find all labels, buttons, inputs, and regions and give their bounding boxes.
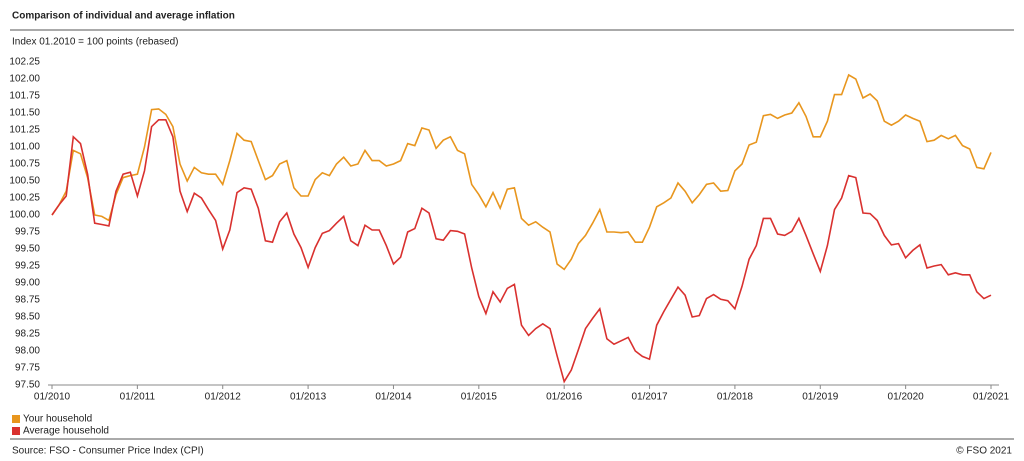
y-tick-label: 101.75 bbox=[9, 91, 40, 102]
y-tick-label: 101.50 bbox=[9, 108, 40, 119]
y-tick-label: 99.50 bbox=[15, 244, 40, 255]
x-tick-label: 01/2021 bbox=[973, 392, 1010, 403]
y-tick-label: 102.25 bbox=[9, 57, 40, 68]
y-tick-label: 98.00 bbox=[15, 346, 40, 357]
x-tick-label: 01/2013 bbox=[290, 392, 327, 403]
y-tick-label: 97.50 bbox=[15, 380, 40, 391]
x-tick-label: 01/2010 bbox=[34, 392, 71, 403]
y-tick-label: 100.25 bbox=[9, 193, 40, 204]
x-tick-label: 01/2019 bbox=[802, 392, 839, 403]
y-tick-label: 99.00 bbox=[15, 278, 40, 289]
y-tick-label: 99.25 bbox=[15, 261, 40, 272]
y-tick-label: 101.00 bbox=[9, 142, 40, 153]
y-tick-label: 98.75 bbox=[15, 295, 40, 306]
x-tick-label: 01/2015 bbox=[461, 392, 498, 403]
x-tick-label: 01/2011 bbox=[120, 392, 156, 403]
x-tick-label: 01/2017 bbox=[631, 392, 668, 403]
y-tick-label: 98.50 bbox=[15, 312, 40, 323]
x-tick-label: 01/2020 bbox=[888, 392, 925, 403]
subtitle: Index 01.2010 = 100 points (rebased) bbox=[12, 37, 179, 48]
y-tick-label: 98.25 bbox=[15, 329, 40, 340]
legend-label: Your household bbox=[23, 414, 92, 425]
x-tick-label: 01/2018 bbox=[717, 392, 754, 403]
legend-swatch bbox=[12, 427, 20, 435]
source: Source: FSO - Consumer Price Index (CPI) bbox=[12, 446, 204, 457]
y-tick-label: 100.50 bbox=[9, 176, 40, 187]
x-tick-label: 01/2014 bbox=[375, 392, 412, 403]
copyright: © FSO 2021 bbox=[956, 446, 1012, 457]
legend-label: Average household bbox=[23, 426, 109, 437]
y-tick-label: 100.00 bbox=[9, 210, 40, 221]
y-tick-label: 102.00 bbox=[9, 74, 40, 85]
x-tick-label: 01/2012 bbox=[205, 392, 242, 403]
y-tick-label: 97.75 bbox=[15, 363, 40, 374]
chart-title: Comparison of individual and average inf… bbox=[12, 11, 235, 22]
y-tick-label: 101.25 bbox=[9, 125, 40, 136]
series-line bbox=[51, 119, 992, 384]
legend-swatch bbox=[12, 415, 20, 423]
x-tick-label: 01/2016 bbox=[546, 392, 583, 403]
y-tick-label: 99.75 bbox=[15, 227, 40, 238]
series-line bbox=[51, 73, 992, 271]
y-tick-label: 100.75 bbox=[9, 159, 40, 170]
